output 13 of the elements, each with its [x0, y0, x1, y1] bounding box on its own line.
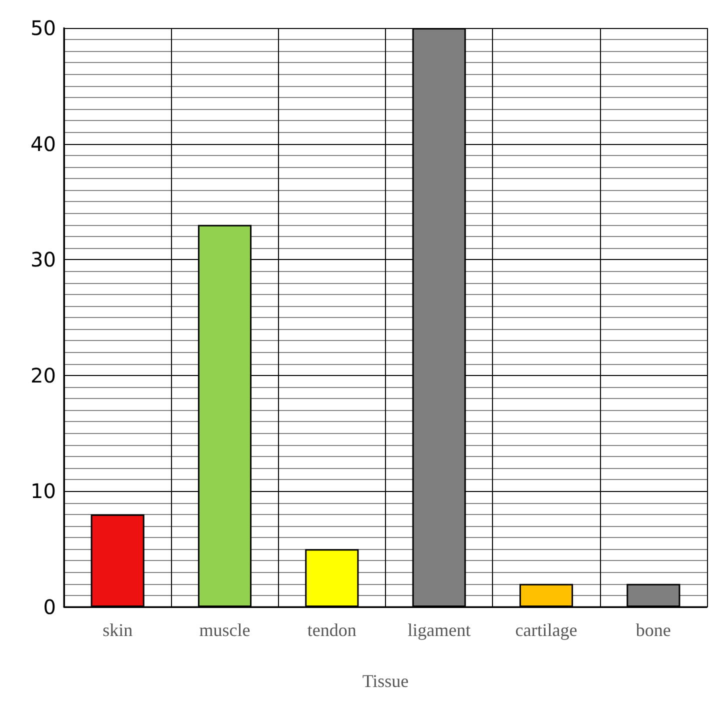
- x-tick-label: bone: [636, 620, 671, 640]
- y-tick-label: 30: [30, 248, 56, 272]
- x-tick-label: ligament: [408, 620, 471, 640]
- y-tick-label: 20: [30, 363, 56, 388]
- y-tick-label: 10: [30, 479, 56, 504]
- x-tick-label: skin: [102, 620, 133, 640]
- x-tick-label: cartilage: [515, 620, 578, 640]
- y-tick-label: 40: [30, 132, 56, 156]
- x-tick-label: muscle: [199, 620, 250, 640]
- y-tick-label: 50: [30, 16, 56, 40]
- x-axis-title: Tissue: [362, 671, 409, 691]
- y-tick-label: 0: [43, 595, 56, 619]
- x-tick-label: tendon: [307, 620, 356, 640]
